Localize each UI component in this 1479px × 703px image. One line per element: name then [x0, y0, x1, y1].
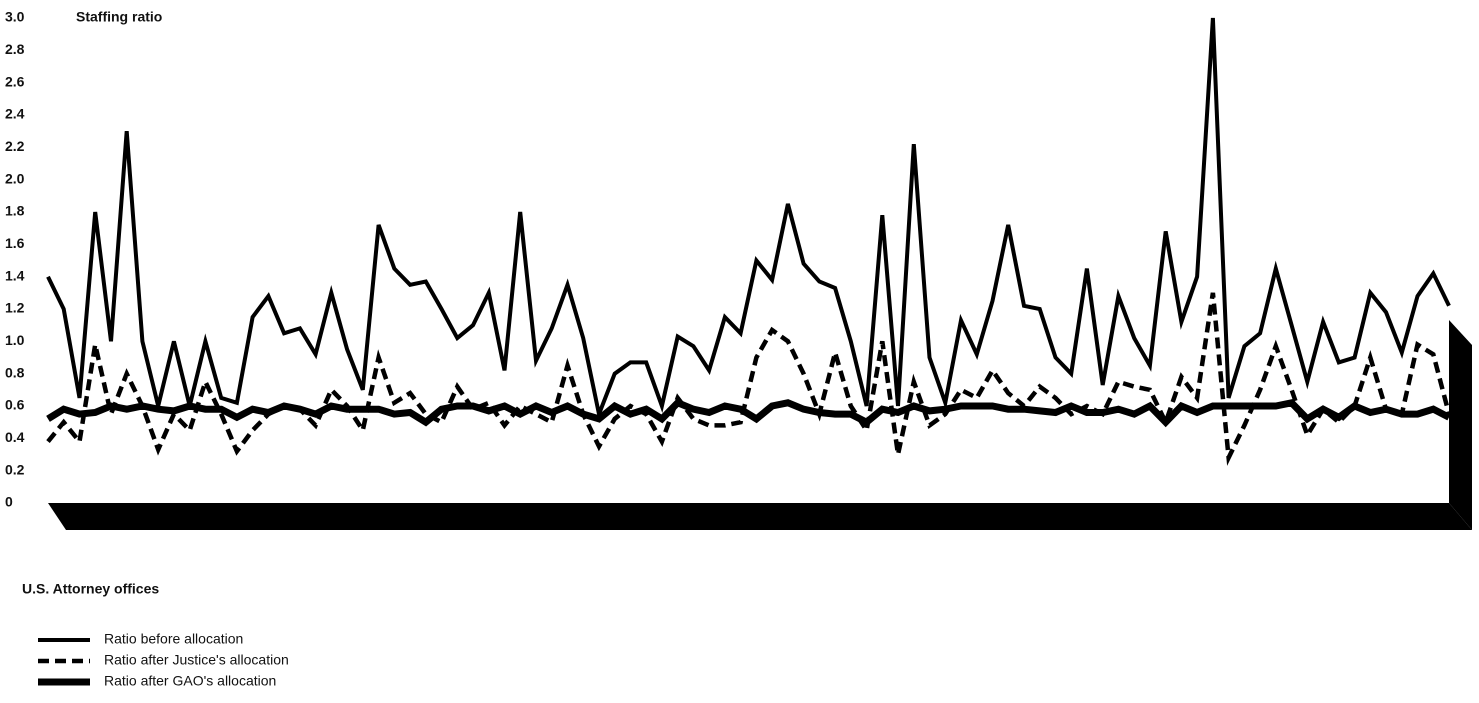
side-wall	[1449, 320, 1472, 530]
y-tick-label: 1.6	[5, 235, 25, 251]
y-tick-label: 0.2	[5, 461, 25, 477]
legend-label: Ratio after GAO's allocation	[104, 673, 276, 689]
y-tick-label: 1.0	[5, 332, 25, 348]
x-axis-label: U.S. Attorney offices	[22, 581, 159, 597]
y-tick-label: 3.0	[5, 9, 25, 25]
y-axis-label: Staffing ratio	[76, 9, 162, 25]
y-tick-label: 2.4	[5, 106, 25, 122]
series-line	[46, 398, 1451, 428]
legend-label: Ratio before allocation	[104, 631, 243, 647]
series-line	[46, 17, 1451, 422]
y-tick-label: 1.8	[5, 203, 25, 219]
y-tick-label: 0.4	[5, 429, 25, 445]
legend-label: Ratio after Justice's allocation	[104, 652, 289, 668]
y-tick-label: 0.8	[5, 364, 25, 380]
y-tick-label: 0.6	[5, 397, 25, 413]
floor	[48, 503, 1472, 530]
y-tick-label: 2.2	[5, 138, 25, 154]
y-tick-label: 1.4	[5, 267, 25, 283]
y-tick-label: 2.6	[5, 73, 25, 89]
y-tick-label: 2.8	[5, 41, 25, 57]
y-tick-label: 2.0	[5, 170, 25, 186]
series-line	[46, 292, 1452, 466]
y-tick-label: 1.2	[5, 300, 25, 316]
y-tick-label: 0	[5, 494, 13, 510]
